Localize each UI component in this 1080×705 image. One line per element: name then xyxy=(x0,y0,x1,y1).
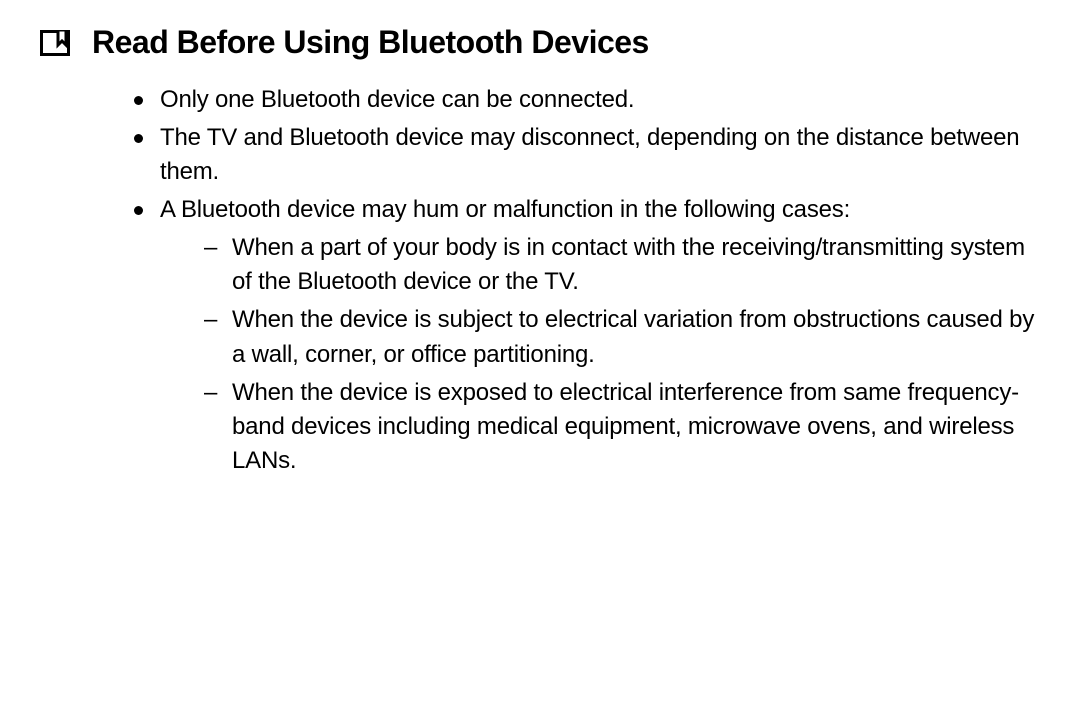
sub-list: When a part of your body is in contact w… xyxy=(160,231,1040,478)
list-item: Only one Bluetooth device can be connect… xyxy=(130,83,1040,117)
sub-list-item: When a part of your body is in contact w… xyxy=(200,231,1040,299)
sub-list-item: When the device is subject to electrical… xyxy=(200,303,1040,371)
list-item: A Bluetooth device may hum or malfunctio… xyxy=(130,193,1040,478)
list-item-text: A Bluetooth device may hum or malfunctio… xyxy=(160,196,850,223)
bullet-list: Only one Bluetooth device can be connect… xyxy=(40,83,1040,478)
sub-list-item-text: When the device is subject to electrical… xyxy=(232,306,1034,367)
list-item-text: The TV and Bluetooth device may disconne… xyxy=(160,124,1019,185)
section-title: Read Before Using Bluetooth Devices xyxy=(92,24,649,61)
bookmark-outline-icon xyxy=(40,30,70,56)
sub-list-item-text: When the device is exposed to electrical… xyxy=(232,379,1019,474)
heading-row: Read Before Using Bluetooth Devices xyxy=(40,24,1040,61)
list-item: The TV and Bluetooth device may disconne… xyxy=(130,121,1040,189)
document-page: Read Before Using Bluetooth Devices Only… xyxy=(0,0,1080,478)
sub-list-item: When the device is exposed to electrical… xyxy=(200,376,1040,478)
list-item-text: Only one Bluetooth device can be connect… xyxy=(160,86,634,113)
sub-list-item-text: When a part of your body is in contact w… xyxy=(232,234,1025,295)
